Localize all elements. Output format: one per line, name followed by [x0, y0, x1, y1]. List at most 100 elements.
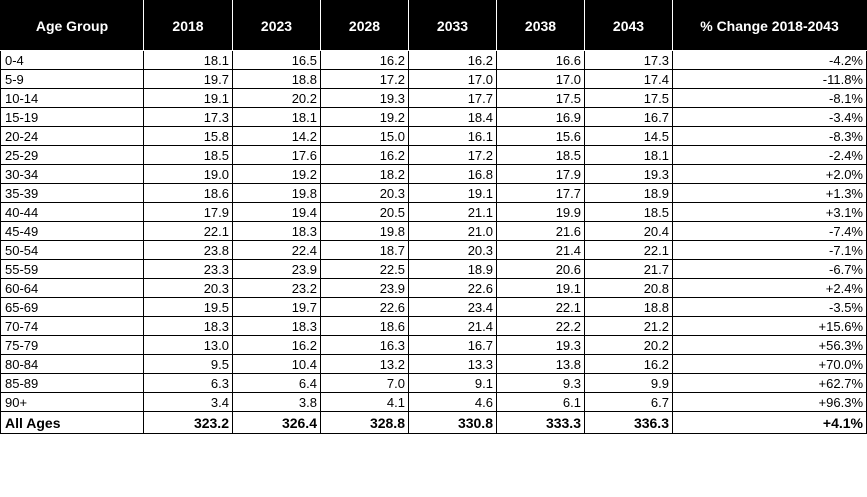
cell-age-group: 70-74 [0, 316, 144, 336]
cell-value-2023: 23.9 [232, 259, 321, 279]
cell-value-2038: 17.0 [496, 69, 585, 89]
cell-value-2038: 20.6 [496, 259, 585, 279]
cell-value-2033: 330.8 [408, 411, 497, 434]
cell-value-2018: 20.3 [143, 278, 233, 298]
cell-value-2033: 16.1 [408, 126, 497, 146]
cell-percent-change: +3.1% [672, 202, 867, 222]
cell-value-2033: 13.3 [408, 354, 497, 374]
cell-percent-change: +4.1% [672, 411, 867, 434]
cell-value-2023: 20.2 [232, 88, 321, 108]
cell-value-2028: 18.6 [320, 316, 409, 336]
cell-value-2033: 16.2 [408, 50, 497, 70]
cell-value-2038: 13.8 [496, 354, 585, 374]
table-header: Age Group 2018 2023 2028 2033 2038 2043 … [0, 0, 867, 51]
cell-value-2043: 16.7 [584, 107, 673, 127]
cell-value-2023: 19.7 [232, 297, 321, 317]
cell-percent-change: -6.7% [672, 259, 867, 279]
table-row: 45-49 22.1 18.3 19.8 21.0 21.6 20.4 -7.4% [0, 221, 867, 241]
cell-value-2043: 18.1 [584, 145, 673, 165]
cell-value-2038: 19.1 [496, 278, 585, 298]
cell-value-2043: 20.8 [584, 278, 673, 298]
cell-value-2023: 18.1 [232, 107, 321, 127]
table-row: 75-79 13.0 16.2 16.3 16.7 19.3 20.2 +56.3% [0, 335, 867, 355]
cell-value-2028: 15.0 [320, 126, 409, 146]
cell-value-2038: 22.2 [496, 316, 585, 336]
cell-value-2038: 333.3 [496, 411, 585, 434]
cell-value-2033: 18.9 [408, 259, 497, 279]
table-row: 85-89 6.3 6.4 7.0 9.1 9.3 9.9 +62.7% [0, 373, 867, 393]
cell-value-2043: 9.9 [584, 373, 673, 393]
cell-value-2023: 19.4 [232, 202, 321, 222]
cell-age-group: 60-64 [0, 278, 144, 298]
population-table: Age Group 2018 2023 2028 2033 2038 2043 … [0, 0, 867, 434]
table-row: 15-19 17.3 18.1 19.2 18.4 16.9 16.7 -3.4% [0, 107, 867, 127]
cell-value-2028: 16.2 [320, 50, 409, 70]
cell-value-2028: 16.3 [320, 335, 409, 355]
cell-percent-change: +2.0% [672, 164, 867, 184]
cell-value-2033: 16.7 [408, 335, 497, 355]
cell-value-2038: 17.9 [496, 164, 585, 184]
header-2028: 2028 [320, 0, 409, 51]
cell-value-2018: 18.3 [143, 316, 233, 336]
cell-value-2033: 4.6 [408, 392, 497, 412]
cell-value-2023: 6.4 [232, 373, 321, 393]
cell-age-group: 30-34 [0, 164, 144, 184]
cell-age-group: 50-54 [0, 240, 144, 260]
cell-value-2028: 18.7 [320, 240, 409, 260]
cell-value-2023: 19.2 [232, 164, 321, 184]
table-row: 25-29 18.5 17.6 16.2 17.2 18.5 18.1 -2.4% [0, 145, 867, 165]
cell-age-group: 5-9 [0, 69, 144, 89]
cell-value-2028: 19.2 [320, 107, 409, 127]
cell-value-2038: 21.6 [496, 221, 585, 241]
table-row: 35-39 18.6 19.8 20.3 19.1 17.7 18.9 +1.3% [0, 183, 867, 203]
cell-value-2033: 17.2 [408, 145, 497, 165]
cell-age-group: 90+ [0, 392, 144, 412]
cell-age-group: 20-24 [0, 126, 144, 146]
cell-age-group: 10-14 [0, 88, 144, 108]
cell-value-2018: 3.4 [143, 392, 233, 412]
cell-value-2028: 4.1 [320, 392, 409, 412]
cell-value-2018: 9.5 [143, 354, 233, 374]
cell-value-2023: 16.2 [232, 335, 321, 355]
cell-age-group: 0-4 [0, 50, 144, 70]
cell-value-2023: 17.6 [232, 145, 321, 165]
cell-age-group: 35-39 [0, 183, 144, 203]
cell-age-group: All Ages [0, 411, 144, 434]
cell-value-2028: 19.3 [320, 88, 409, 108]
cell-value-2033: 21.0 [408, 221, 497, 241]
table-row: 5-9 19.7 18.8 17.2 17.0 17.0 17.4 -11.8% [0, 69, 867, 89]
cell-value-2033: 21.1 [408, 202, 497, 222]
cell-value-2043: 336.3 [584, 411, 673, 434]
cell-value-2043: 16.2 [584, 354, 673, 374]
cell-value-2033: 17.0 [408, 69, 497, 89]
cell-value-2038: 9.3 [496, 373, 585, 393]
cell-value-2023: 10.4 [232, 354, 321, 374]
table-row: 60-64 20.3 23.2 23.9 22.6 19.1 20.8 +2.4% [0, 278, 867, 298]
cell-value-2028: 20.5 [320, 202, 409, 222]
cell-value-2018: 19.1 [143, 88, 233, 108]
cell-value-2028: 19.8 [320, 221, 409, 241]
table-row: 50-54 23.8 22.4 18.7 20.3 21.4 22.1 -7.1% [0, 240, 867, 260]
header-2023: 2023 [232, 0, 321, 51]
cell-value-2028: 18.2 [320, 164, 409, 184]
cell-value-2028: 20.3 [320, 183, 409, 203]
cell-value-2023: 22.4 [232, 240, 321, 260]
cell-percent-change: -4.2% [672, 50, 867, 70]
cell-percent-change: +70.0% [672, 354, 867, 374]
header-2033: 2033 [408, 0, 497, 51]
cell-value-2023: 326.4 [232, 411, 321, 434]
cell-value-2033: 17.7 [408, 88, 497, 108]
cell-value-2018: 13.0 [143, 335, 233, 355]
cell-value-2023: 19.8 [232, 183, 321, 203]
cell-value-2018: 19.0 [143, 164, 233, 184]
cell-value-2028: 22.6 [320, 297, 409, 317]
cell-age-group: 75-79 [0, 335, 144, 355]
cell-value-2033: 23.4 [408, 297, 497, 317]
cell-value-2018: 323.2 [143, 411, 233, 434]
table-row: 30-34 19.0 19.2 18.2 16.8 17.9 19.3 +2.0% [0, 164, 867, 184]
cell-value-2018: 15.8 [143, 126, 233, 146]
cell-value-2028: 23.9 [320, 278, 409, 298]
cell-value-2023: 3.8 [232, 392, 321, 412]
cell-value-2018: 17.3 [143, 107, 233, 127]
cell-value-2018: 19.7 [143, 69, 233, 89]
